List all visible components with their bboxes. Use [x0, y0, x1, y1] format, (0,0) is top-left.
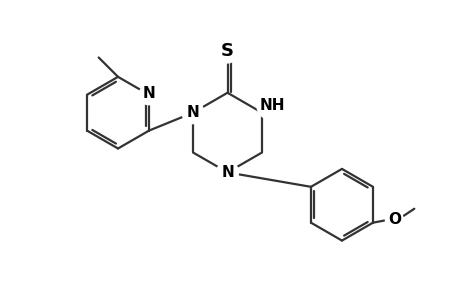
Circle shape [216, 161, 238, 183]
Text: N: N [142, 86, 155, 101]
Text: S: S [220, 42, 234, 60]
Circle shape [257, 92, 284, 120]
Text: O: O [387, 212, 400, 227]
Circle shape [139, 85, 159, 105]
Circle shape [182, 102, 203, 124]
Circle shape [385, 211, 403, 229]
Text: NH: NH [258, 98, 284, 113]
Circle shape [217, 43, 237, 63]
Text: N: N [221, 165, 233, 180]
Text: N: N [186, 105, 199, 120]
